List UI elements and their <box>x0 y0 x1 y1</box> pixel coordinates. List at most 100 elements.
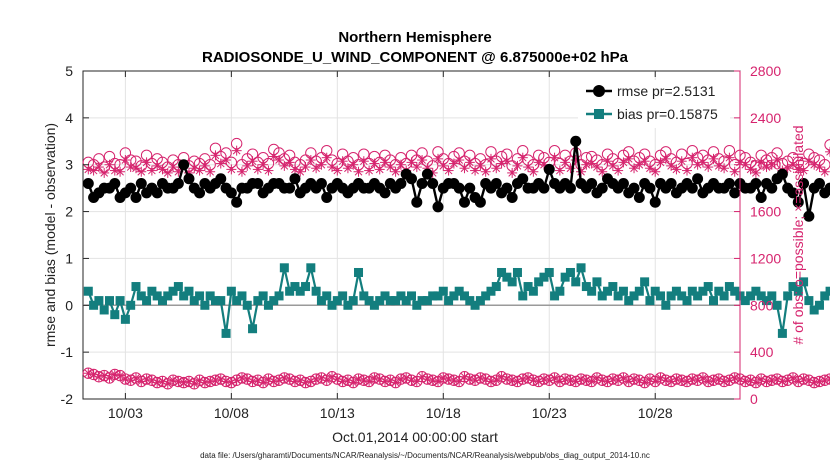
rmse-point <box>649 196 661 208</box>
obs-assimilated-marker-stroke <box>455 156 464 164</box>
bias-point <box>756 291 766 301</box>
obs-assimilated-marker-bottom <box>491 375 502 386</box>
obs-assimilated-marker-stroke <box>216 159 225 168</box>
bias-point <box>751 286 761 296</box>
bias-point <box>528 286 538 296</box>
obs-assimilated-marker-stroke <box>534 158 543 167</box>
obs-assimilated-marker-bottom-stroke <box>248 377 257 386</box>
obs-assimilated-marker-stroke <box>799 166 808 175</box>
rmse-point <box>686 182 698 194</box>
obs-assimilated-marker <box>676 156 687 167</box>
obs-assimilated-marker-bottom-stroke <box>397 375 405 383</box>
obs-assimilated-marker-stroke <box>137 167 146 176</box>
rmse-point <box>406 173 417 185</box>
obs-assimilated-marker-bottom-stroke <box>95 372 103 381</box>
obs-assimilated-marker-stroke <box>815 163 824 171</box>
rmse-point <box>755 192 767 204</box>
obs-assimilated-marker-stroke <box>301 163 310 171</box>
obs-assimilated-marker <box>549 152 560 163</box>
obs-assimilated-marker <box>443 165 454 176</box>
obs-assimilated-marker-stroke <box>418 156 426 164</box>
bias-point <box>581 282 591 292</box>
obs-assimilated-marker <box>772 155 783 166</box>
obs-assimilated-marker-bottom <box>586 376 597 387</box>
y-ticks-left: -2 -1 0 1 2 3 4 5 <box>61 63 89 407</box>
legend-rmse-marker <box>593 85 605 97</box>
obs-assimilated-marker-bottom-stroke <box>185 377 193 386</box>
obs-assimilated-marker-stroke <box>757 158 766 167</box>
bias-point <box>157 296 167 306</box>
obs-assimilated-marker-bottom <box>321 375 332 386</box>
obs-assimilated-marker <box>130 163 141 174</box>
obs-assimilated-marker-bottom-stroke <box>163 379 172 388</box>
obs-assimilated-marker <box>311 163 322 174</box>
bias-point <box>216 296 226 306</box>
obs-assimilated-marker-bottom <box>432 376 443 387</box>
rmse-point <box>474 196 486 208</box>
bias-point <box>666 291 676 301</box>
obs-assimilated-marker-stroke <box>222 156 230 164</box>
rmse-point <box>803 210 815 222</box>
obs-assimilated-marker-stroke <box>206 167 215 176</box>
rmse-point <box>151 187 163 199</box>
obs-assimilated-marker-bottom-stroke <box>497 372 506 381</box>
y-tick-label: 5 <box>65 63 73 79</box>
obs-assimilated-marker-stroke <box>280 162 289 170</box>
obs-assimilated-marker <box>814 162 825 173</box>
bias-point <box>788 282 798 292</box>
obs-assimilated-marker-bottom-stroke <box>328 372 336 381</box>
obs-assimilated-marker-stroke <box>619 158 628 167</box>
bias-point <box>687 286 697 296</box>
obs-assimilated-marker-stroke <box>556 166 564 175</box>
obs-assimilated-marker <box>157 164 168 175</box>
obs-assimilated-marker-bottom <box>268 376 279 387</box>
obs-assimilated-marker <box>305 155 316 166</box>
rmse-point <box>125 182 137 194</box>
bias-point <box>83 286 93 296</box>
obs-assimilated-marker-bottom-stroke <box>757 375 766 383</box>
bias-point <box>523 282 533 292</box>
legend-bias-label: bias pr=0.15875 <box>617 106 718 122</box>
obs-assimilated-marker-bottom <box>549 372 560 383</box>
obs-assimilated-marker-bottom-stroke <box>391 378 400 387</box>
obs-assimilated-marker <box>650 166 661 177</box>
bias-point <box>714 286 724 296</box>
bias-point <box>550 291 560 301</box>
obs-assimilated-marker-bottom <box>809 377 820 388</box>
bias-point <box>804 296 814 306</box>
rmse-point <box>564 182 576 194</box>
obs-assimilated-marker-bottom <box>130 372 141 383</box>
y-tick-label: 0 <box>65 297 73 313</box>
obs-assimilated-marker-bottom-stroke <box>105 374 114 382</box>
rmse-point <box>194 187 206 199</box>
obs-assimilated-marker <box>316 159 327 170</box>
bias-point <box>364 296 374 306</box>
obs-assimilated-marker-stroke <box>158 165 167 174</box>
bias-point <box>624 296 634 306</box>
obs-assimilated-marker-stroke <box>513 162 522 170</box>
obs-assimilated-marker-bottom-stroke <box>640 378 649 387</box>
obs-assimilated-marker-bottom <box>708 375 719 386</box>
rmse-point <box>506 192 518 204</box>
bias-point <box>242 300 252 310</box>
obs-assimilated-marker-stroke <box>259 160 267 169</box>
bias-point <box>809 305 819 315</box>
obs-assimilated-marker-bottom <box>422 374 433 385</box>
bias-point <box>396 291 406 301</box>
obs-assimilated-marker-bottom-stroke <box>312 375 320 383</box>
obs-assimilated-marker-bottom-stroke <box>656 374 665 382</box>
obs-assimilated-marker <box>364 165 375 176</box>
obs-assimilated-marker <box>597 166 608 177</box>
obs-assimilated-marker-stroke <box>598 167 607 176</box>
y-tick-label-right: 400 <box>750 344 774 360</box>
obs-assimilated-marker-stroke <box>593 163 601 171</box>
rmse-point <box>787 187 799 199</box>
obs-assimilated-marker-stroke <box>232 146 241 155</box>
obs-assimilated-marker <box>485 153 496 164</box>
bias-point <box>279 263 289 273</box>
obs-assimilated-marker-stroke <box>688 153 697 162</box>
obs-assimilated-marker-bottom-stroke <box>826 375 830 380</box>
obs-assimilated-marker-stroke <box>518 153 527 162</box>
obs-assimilated-marker-bottom-stroke <box>402 374 411 382</box>
obs-assimilated-marker-bottom <box>650 376 661 387</box>
